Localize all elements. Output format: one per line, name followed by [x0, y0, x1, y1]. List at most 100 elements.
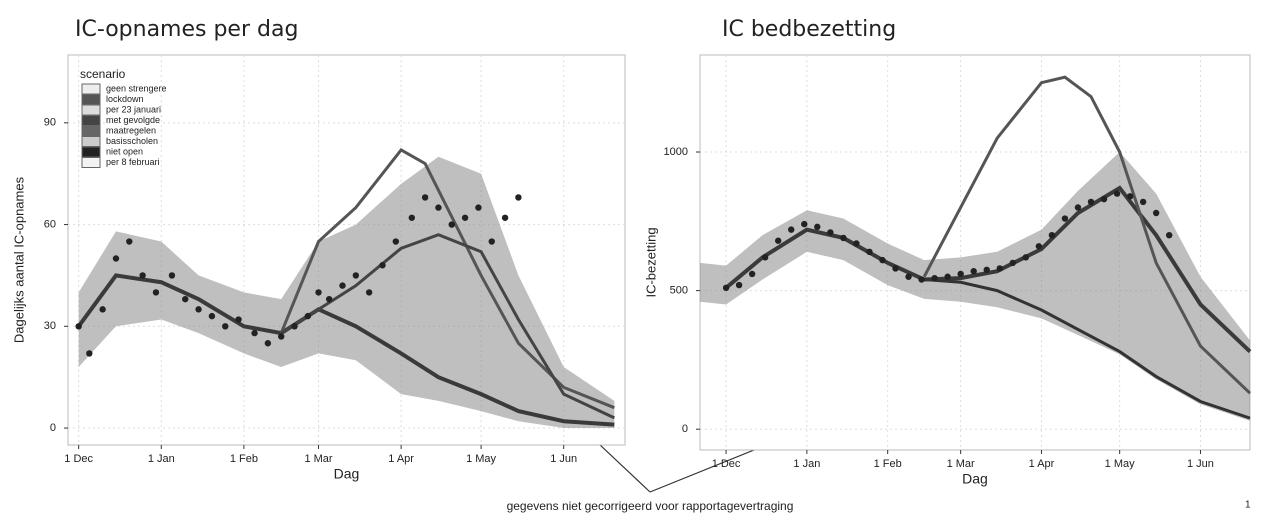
legend-title: scenario — [80, 67, 126, 81]
observed-point — [352, 272, 360, 279]
observed-point — [944, 273, 951, 280]
observed-point — [918, 276, 925, 283]
observed-point — [879, 256, 886, 264]
observed-point — [1035, 243, 1043, 250]
observed-point — [475, 204, 482, 211]
observed-point — [264, 340, 272, 347]
scenario-line — [77, 273, 615, 427]
observed-point — [392, 238, 400, 245]
observed-point — [1048, 231, 1056, 239]
chart-title: IC bedbezetting — [722, 17, 896, 42]
legend-swatch — [81, 146, 101, 158]
observed-point — [168, 272, 176, 279]
legend-label: per 8 februari — [106, 157, 160, 167]
y-tick-label: 90 — [44, 117, 56, 129]
observed-point — [379, 262, 386, 269]
y-tick-label: 0 — [50, 422, 56, 434]
observed-point — [152, 289, 160, 296]
y-tick-label: 1000 — [664, 146, 688, 158]
x-axis-label: Dag — [334, 466, 360, 482]
observed-point — [722, 284, 730, 292]
observed-point — [905, 273, 912, 280]
observed-point — [735, 281, 743, 289]
legend-swatch — [81, 115, 101, 126]
observed-point — [931, 274, 938, 282]
observed-point — [304, 312, 312, 320]
observed-point — [853, 240, 860, 247]
observed-point — [408, 214, 415, 221]
chart-title: IC-opnames per dag — [75, 17, 298, 42]
page-number: 1 — [1245, 500, 1251, 511]
observed-point — [235, 316, 242, 323]
legend-swatch — [81, 83, 101, 95]
observed-point — [996, 265, 1003, 272]
y-tick-label: 60 — [44, 218, 56, 230]
observed-point — [315, 289, 322, 296]
observed-point — [421, 194, 429, 201]
observed-point — [365, 289, 373, 296]
observed-point — [840, 234, 847, 242]
y-tick-label: 0 — [682, 423, 688, 435]
observed-point — [515, 194, 522, 201]
observed-point — [827, 229, 834, 236]
observed-point — [195, 306, 202, 313]
x-tick-label: 1 May — [1105, 458, 1135, 470]
observed-point — [139, 272, 146, 279]
x-tick-label: 1 Jun — [550, 453, 577, 465]
observed-point — [112, 255, 120, 262]
legend-label: met gevolgde — [106, 115, 160, 125]
x-tick-label: 1 May — [466, 453, 496, 465]
observed-point — [1126, 193, 1134, 200]
x-tick-label: 1 Apr — [1029, 458, 1055, 470]
legend-swatch — [81, 136, 101, 147]
observed-point — [1139, 198, 1147, 206]
y-axis-label: IC-bezetting — [643, 227, 658, 297]
legend-swatch — [81, 104, 101, 116]
observed-point — [251, 329, 258, 337]
observed-point — [814, 223, 821, 231]
observed-point — [488, 238, 495, 245]
x-tick-label: 1 Jun — [1187, 458, 1214, 470]
observed-point — [761, 254, 769, 261]
observed-point — [448, 221, 455, 228]
observed-point — [788, 226, 795, 233]
legend-swatch — [81, 125, 101, 137]
observed-point — [1022, 254, 1030, 261]
observed-point — [291, 323, 298, 330]
observed-point — [1165, 231, 1173, 239]
x-tick-label: 1 Mar — [947, 458, 975, 470]
observed-point — [1087, 198, 1095, 206]
x-tick-label: 1 Jan — [793, 458, 820, 470]
observed-point — [182, 295, 189, 303]
observed-point — [1009, 259, 1016, 267]
observed-point — [278, 333, 285, 340]
observed-point — [461, 214, 469, 221]
y-tick-label: 500 — [670, 285, 688, 297]
scenario-line — [279, 148, 615, 410]
legend-label: maatregelen — [106, 125, 156, 135]
x-tick-label: 1 Feb — [874, 458, 902, 470]
scenario-line — [724, 185, 1252, 354]
observed-point — [1113, 190, 1121, 197]
legend-label: geen strengere — [106, 83, 167, 93]
observed-point — [435, 204, 442, 211]
x-tick-label: 1 Jan — [148, 453, 175, 465]
observed-point — [748, 270, 756, 278]
observed-point — [501, 214, 509, 221]
legend-label: lockdown — [106, 94, 144, 104]
x-tick-label: 1 Dec — [64, 453, 93, 465]
observed-point — [957, 270, 964, 278]
scenario-line — [924, 278, 1251, 420]
observed-point — [983, 266, 990, 274]
observed-point — [126, 238, 133, 245]
legend-label: per 23 januari — [106, 104, 161, 114]
observed-point — [1100, 195, 1108, 203]
scenario-line — [922, 75, 1252, 395]
observed-point — [75, 323, 82, 330]
y-axis-label: Dagelijks aantal IC-opnames — [11, 176, 26, 343]
observed-point — [774, 237, 782, 244]
observed-point — [866, 248, 873, 256]
observed-point — [325, 295, 333, 303]
footnote: gegevens niet gecorrigeerd voor rapporta… — [507, 499, 794, 513]
